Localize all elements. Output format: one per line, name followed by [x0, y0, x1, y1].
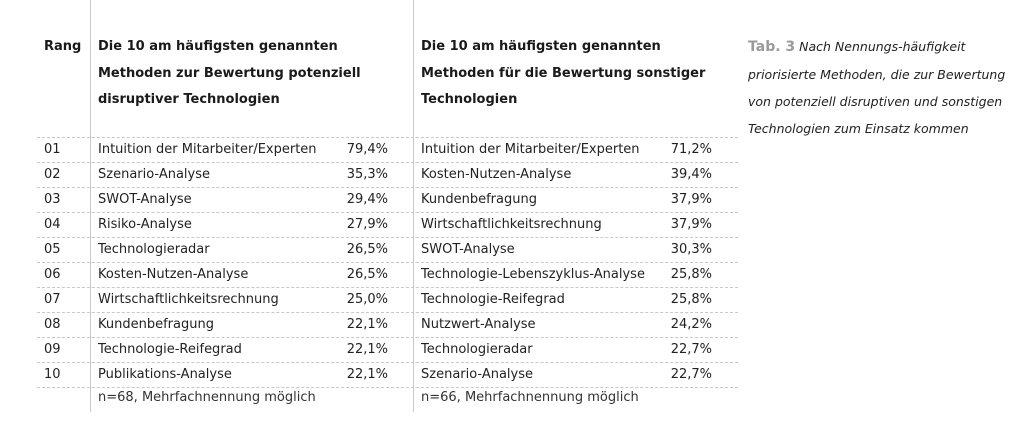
- percent-other-cell: 22,7%: [670, 342, 712, 357]
- table-row: 07 Wirtschaftlichkeitsrechnung 25,0% Techno…: [37, 287, 738, 313]
- table-row: 06 Kosten-Nutzen-Analyse 26,5% Technologie-…: [37, 262, 738, 288]
- method-other-cell: Nutzwert-Analyse: [421, 317, 536, 332]
- percent-other-cell: 39,4%: [670, 167, 712, 182]
- rank-cell: 08: [44, 317, 61, 332]
- method-other-cell: Technologie-Lebenszyklus-Analyse: [421, 267, 645, 282]
- table-row: 09 Technologie-Reifegrad 22,1% Technologier…: [37, 337, 738, 363]
- method-other-cell: Kosten-Nutzen-Analyse: [421, 167, 572, 182]
- rank-cell: 07: [44, 292, 61, 307]
- header-col1: Die 10 am häufigsten genannten Methoden …: [98, 34, 361, 114]
- method-disruptive-cell: Risiko-Analyse: [98, 217, 192, 232]
- rank-cell: 04: [44, 217, 61, 232]
- method-disruptive-cell: Szenario-Analyse: [98, 167, 211, 182]
- percent-disruptive-cell: 27,9%: [346, 217, 388, 232]
- method-disruptive-cell: Technologieradar: [98, 242, 210, 257]
- rank-cell: 09: [44, 342, 61, 357]
- column-divider-1: [90, 0, 91, 412]
- percent-other-cell: 71,2%: [670, 142, 712, 157]
- percent-other-cell: 25,8%: [670, 292, 712, 307]
- method-disruptive-cell: Intuition der Mitarbeiter/Experten: [98, 142, 317, 157]
- percent-disruptive-cell: 22,1%: [346, 342, 388, 357]
- footer-col1: n=68, Mehrfachnennung möglich: [98, 390, 316, 405]
- percent-other-cell: 24,2%: [670, 317, 712, 332]
- header-line: disruptiver Technologien: [98, 92, 280, 107]
- rank-cell: 05: [44, 242, 61, 257]
- method-other-cell: Wirtschaftlichkeitsrechnung: [421, 217, 602, 232]
- rank-cell: 03: [44, 192, 61, 207]
- rank-cell: 01: [44, 142, 61, 157]
- table-caption: Tab. 3 Nach Nennungs-häufigkeit priorisie…: [748, 33, 1018, 142]
- percent-other-cell: 37,9%: [670, 192, 712, 207]
- header-col2: Die 10 am häufigsten genannten Methoden …: [421, 34, 705, 114]
- table-row: 08 Kundenbefragung 22,1% Nutzwert-Analyse 24…: [37, 312, 738, 338]
- method-disruptive-cell: Kundenbefragung: [98, 317, 214, 332]
- column-divider-2: [413, 0, 414, 412]
- rank-cell: 06: [44, 267, 61, 282]
- table-bottom-rule: [37, 387, 738, 388]
- table-row: 02 Szenario-Analyse 35,3% Kosten-Nutzen-Ana…: [37, 162, 738, 188]
- method-disruptive-cell: SWOT-Analyse: [98, 192, 192, 207]
- table-row: 01 Intuition der Mitarbeiter/Experten 79,4…: [37, 137, 738, 163]
- rank-cell: 10: [44, 367, 61, 382]
- method-disruptive-cell: Technologie-Reifegrad: [98, 342, 242, 357]
- percent-disruptive-cell: 25,0%: [346, 292, 388, 307]
- percent-disruptive-cell: 35,3%: [346, 167, 388, 182]
- percent-disruptive-cell: 22,1%: [346, 367, 388, 382]
- method-other-cell: Technologie-Reifegrad: [421, 292, 565, 307]
- percent-disruptive-cell: 22,1%: [346, 317, 388, 332]
- method-disruptive-cell: Wirtschaftlichkeitsrechnung: [98, 292, 279, 307]
- percent-disruptive-cell: 26,5%: [346, 267, 388, 282]
- table-row: 03 SWOT-Analyse 29,4% Kundenbefragung 37,9%: [37, 187, 738, 213]
- method-other-cell: Intuition der Mitarbeiter/Experten: [421, 142, 640, 157]
- method-disruptive-cell: Publikations-Analyse: [98, 367, 232, 382]
- caption-text: Nach Nennungs-häufigkeit priorisierte Me…: [748, 39, 1006, 136]
- method-other-cell: Kundenbefragung: [421, 192, 537, 207]
- method-other-cell: Technologieradar: [421, 342, 533, 357]
- table-row: 10 Publikations-Analyse 22,1% Szenario-Anal…: [37, 362, 738, 388]
- header-line: Methoden für die Bewertung sonstiger: [421, 65, 706, 81]
- header-rank: Rang: [44, 39, 82, 54]
- rank-cell: 02: [44, 167, 61, 182]
- table-row: 04 Risiko-Analyse 27,9% Wirtschaftlichkeits…: [37, 212, 738, 238]
- method-other-cell: Szenario-Analyse: [421, 367, 534, 382]
- table-row: 05 Technologieradar 26,5% SWOT-Analyse 30,3%: [37, 237, 738, 263]
- footer-col2: n=66, Mehrfachnennung möglich: [421, 390, 639, 405]
- percent-other-cell: 22,7%: [670, 367, 712, 382]
- percent-other-cell: 37,9%: [670, 217, 712, 232]
- percent-disruptive-cell: 29,4%: [346, 192, 388, 207]
- method-other-cell: SWOT-Analyse: [421, 242, 515, 257]
- header-line: Die 10 am häufigsten genannten: [421, 39, 661, 54]
- method-disruptive-cell: Kosten-Nutzen-Analyse: [98, 267, 249, 282]
- percent-disruptive-cell: 26,5%: [346, 242, 388, 257]
- caption-label: Tab. 3: [748, 39, 796, 55]
- percent-other-cell: 25,8%: [670, 267, 712, 282]
- percent-other-cell: 30,3%: [670, 242, 712, 257]
- header-line: Methoden zur Bewertung potenziell: [98, 65, 361, 81]
- header-line: Die 10 am häufigsten genannten: [98, 39, 338, 54]
- percent-disruptive-cell: 79,4%: [346, 142, 388, 157]
- header-line: Technologien: [421, 92, 518, 107]
